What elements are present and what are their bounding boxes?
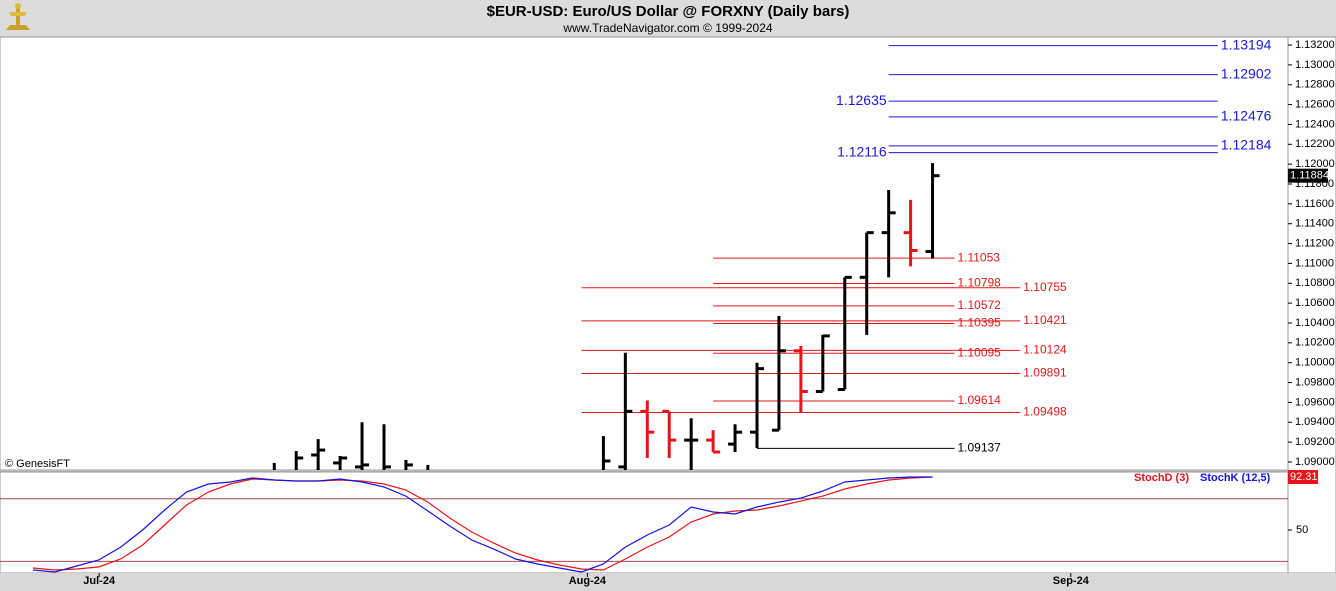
y-tick-label: 50 [1296, 524, 1308, 536]
y-tick-label: 1.09600 [1295, 396, 1335, 408]
y-tick-label: 1.12000 [1295, 158, 1335, 170]
y-tick-label: 1.11400 [1295, 218, 1334, 230]
level-label: 1.11053 [957, 250, 1000, 264]
logo [6, 3, 30, 30]
level-label: 1.10755 [1023, 280, 1067, 294]
price-plot [272, 45, 1218, 470]
level-label: 1.10421 [1023, 313, 1067, 327]
y-tick-label: 1.09400 [1295, 416, 1335, 428]
last-price-box [1288, 168, 1328, 183]
y-tick-label: 1.10200 [1295, 337, 1335, 349]
level-label: 1.09498 [1023, 405, 1067, 419]
stoch-line [32, 476, 933, 573]
x-tick-label: Jul-24 [83, 575, 116, 587]
last-value-label: 92.31 [1290, 471, 1318, 483]
header-bg [0, 0, 1336, 37]
chart-title: $EUR-USD: Euro/US Dollar @ FORXNY (Daily… [487, 3, 850, 20]
level-label: 1.12635 [836, 92, 887, 108]
level-label: 1.12184 [1221, 137, 1272, 153]
last-value-box [1288, 469, 1318, 484]
y-tick-label: 1.11000 [1295, 257, 1334, 269]
y-tick-label: 1.09800 [1295, 376, 1335, 388]
level-label: 1.09891 [1023, 366, 1067, 380]
level-label: 1.13194 [1221, 36, 1272, 52]
level-label: 1.12476 [1221, 108, 1272, 124]
level-label: 1.12902 [1221, 65, 1272, 81]
chart-subtitle: www.TradeNavigator.com © 1999-2024 [562, 21, 772, 35]
y-tick-label: 1.11600 [1295, 198, 1334, 210]
axes: 1.13200 1.13000 1.12800 1.12600 1.12400 1.122… [83, 39, 1334, 587]
y-tick-label: 1.11200 [1295, 237, 1334, 249]
stoch-plot [0, 476, 1288, 573]
stoch-panel [0, 471, 1289, 574]
level-label: 1.10124 [1023, 343, 1067, 357]
legend-entry: StochD (3) [1134, 472, 1189, 484]
y-tick-label: 1.12600 [1295, 99, 1335, 111]
y-tick-label: 1.12200 [1295, 138, 1335, 150]
level-label: 1.10798 [957, 276, 1001, 290]
legend-entry: StochK (12,5) [1200, 472, 1271, 484]
y-tick-label: 1.10800 [1295, 277, 1335, 289]
y-tick-label: 1.10600 [1295, 297, 1335, 309]
level-label: 1.09614 [957, 393, 1001, 407]
x-tick-label: Sep-24 [1053, 575, 1090, 587]
level-label: 1.12116 [837, 143, 887, 159]
last-price-label: 1.11884 [1290, 170, 1329, 182]
annotation: © GenesisFT [5, 458, 70, 470]
level-label: 1.10095 [957, 345, 1001, 359]
x-tick-label: Aug-24 [569, 575, 607, 587]
panel-separator [0, 470, 1336, 472]
y-tick-label: 1.09000 [1295, 456, 1335, 468]
level-label: 1.10572 [957, 298, 1001, 312]
y-tick-label: 1.10400 [1295, 317, 1335, 329]
y-tick-label: 1.10000 [1295, 357, 1335, 369]
stoch-line [32, 476, 933, 571]
y-tick-label: 1.09200 [1295, 436, 1335, 448]
y-tick-label: 1.13000 [1295, 59, 1335, 71]
price-panel [0, 36, 1289, 471]
level-label: 1.10395 [957, 316, 1001, 330]
y-tick-label: 1.12400 [1295, 118, 1335, 130]
y-tick-label: 1.13200 [1295, 39, 1335, 51]
y-tick-label: 1.12800 [1295, 79, 1335, 91]
x-axis-area [0, 573, 1336, 591]
level-label: 1.09137 [957, 441, 1001, 455]
